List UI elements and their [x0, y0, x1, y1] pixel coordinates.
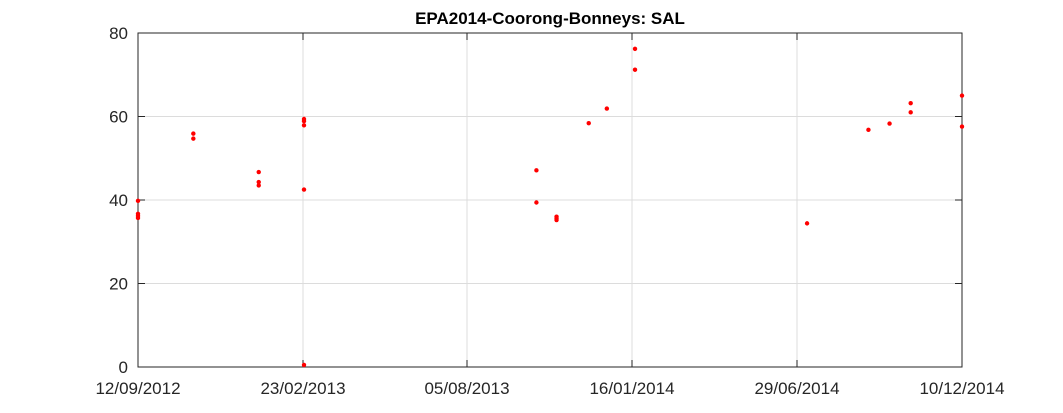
data-point [632, 46, 638, 52]
y-tick-label: 60 [109, 108, 128, 127]
data-point [301, 187, 307, 192]
x-tick-label: 05/08/2013 [424, 379, 509, 398]
data-point [908, 110, 913, 115]
grid-lines [137, 32, 963, 368]
data-point [534, 200, 539, 205]
x-tick-label: 23/02/2013 [260, 379, 345, 398]
data-point [256, 169, 261, 175]
data-point [191, 136, 196, 141]
chart-title: EPA2014-Coorong-Bonneys: SAL [415, 9, 685, 28]
data-point [135, 198, 141, 204]
data-point [604, 106, 610, 111]
data-point [959, 93, 965, 98]
data-point [804, 221, 810, 226]
data-point [135, 215, 141, 221]
data-points [135, 46, 965, 368]
y-tick-label: 80 [109, 24, 128, 43]
data-point [191, 131, 196, 136]
data-point [887, 121, 892, 126]
data-point [256, 179, 261, 185]
x-tick-label: 10/12/2014 [919, 379, 1004, 398]
data-point [866, 127, 871, 133]
y-tick-label: 40 [109, 191, 128, 210]
data-point [908, 100, 913, 106]
data-point [256, 183, 261, 188]
data-point [632, 67, 638, 72]
x-tick-label: 12/09/2012 [95, 379, 180, 398]
data-point [586, 120, 591, 126]
x-tick-label: 29/06/2014 [754, 379, 839, 398]
x-tick-label: 16/01/2014 [589, 379, 674, 398]
axis-ticks: 12/09/2012 23/02/2013 05/08/2013 16/01/2014… [95, 24, 1004, 398]
data-point [554, 217, 559, 223]
data-point [959, 124, 965, 129]
y-tick-label: 0 [119, 358, 128, 377]
data-point [301, 362, 307, 368]
y-tick-label: 20 [109, 275, 128, 294]
data-point [534, 168, 539, 173]
data-point [301, 123, 307, 128]
data-point [301, 118, 307, 124]
